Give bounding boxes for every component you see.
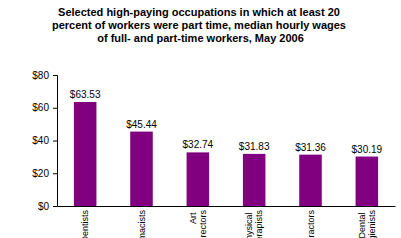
x-tick-label-line: therapists [254, 210, 264, 238]
x-tick-label: Dentists [80, 210, 90, 238]
data-labels: $63.53 $45.44 $32.74 $31.83 $31.36 $30.19 [70, 89, 383, 155]
title-line: of full- and part-time workers, May 2006 [97, 32, 304, 44]
y-tick-label: $80 [32, 70, 49, 81]
x-tick: Art directors [188, 206, 208, 238]
x-tick-label: Physical therapists [244, 210, 264, 238]
x-axis-line [58, 206, 396, 207]
x-tick-label-line: Chiropractors [306, 210, 316, 238]
x-tick: Dentists [80, 206, 90, 238]
data-label: $63.53 [70, 89, 101, 100]
x-tick-label-line: Art [188, 210, 198, 224]
title-line: percent of workers were part time, media… [52, 19, 349, 31]
y-tick-label: $60 [32, 102, 49, 113]
y-tick: $20 [32, 168, 57, 179]
x-axis: Dentists Pharmacists Art directors Physical… [58, 206, 396, 238]
bar [74, 102, 97, 206]
bars [74, 102, 378, 206]
x-tick-label: Dental hygienists [357, 210, 377, 238]
title: Selected high-paying occupations in whic… [52, 6, 349, 44]
plot: $0 $20 $40 $60 $80 Dentists Pharmacists Art dir… [32, 70, 395, 238]
y-tick: $60 [32, 102, 57, 113]
x-tick: Chiropractors [306, 206, 316, 238]
chart: Selected high-paying occupations in whic… [0, 0, 401, 238]
bar [187, 152, 210, 206]
y-axis-line [53, 76, 58, 207]
y-tick-label: $20 [32, 168, 49, 179]
y-tick-mark [53, 141, 57, 142]
data-label: $45.44 [126, 119, 157, 130]
y-tick-mark [53, 173, 57, 174]
data-label: $31.83 [239, 141, 270, 152]
x-tick: Pharmacists [137, 206, 147, 238]
x-tick-label-line: Dental [357, 210, 367, 238]
y-tick-mark [53, 75, 57, 76]
x-tick-label: Chiropractors [306, 210, 316, 238]
x-tick: Dental hygienists [357, 206, 377, 238]
bar [130, 132, 153, 206]
bar [299, 155, 322, 206]
x-tick-label-line: Pharmacists [137, 210, 147, 238]
y-tick-label: $0 [38, 201, 50, 212]
data-label: $31.36 [295, 142, 326, 153]
x-tick-label: Art directors [188, 210, 208, 238]
x-tick-label-line: directors [198, 210, 208, 238]
y-tick: $40 [32, 135, 57, 146]
bar [243, 154, 266, 206]
y-tick-mark [53, 108, 57, 109]
title-line: Selected high-paying occupations in whic… [58, 6, 343, 18]
x-tick-label-line: hygienists [367, 210, 377, 238]
y-tick-mark [53, 206, 57, 207]
y-tick-label: $40 [32, 135, 49, 146]
bar [356, 157, 379, 206]
x-tick-label-line: Physical [244, 210, 254, 238]
y-tick: $80 [32, 70, 57, 81]
x-tick: Physical therapists [244, 206, 264, 238]
x-tick-label-line: Dentists [80, 210, 90, 238]
x-tick-label: Pharmacists [137, 210, 147, 238]
y-tick: $0 [38, 201, 57, 212]
y-axis: $0 $20 $40 $60 $80 [32, 70, 57, 212]
data-label: $32.74 [183, 139, 214, 150]
data-label: $30.19 [352, 144, 383, 155]
